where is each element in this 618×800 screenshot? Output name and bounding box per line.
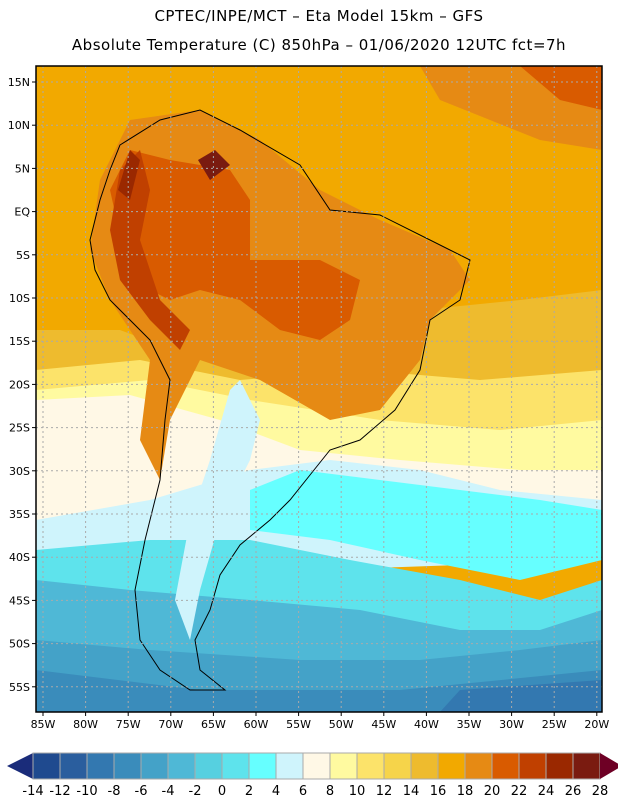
field-blue4 [440,680,602,712]
colorbar-label: 18 [457,784,474,799]
lon-label: 85W [31,718,56,731]
colorbar-label: -10 [76,784,97,799]
lat-label: 30S [9,465,30,478]
colorbar-swatch [248,752,277,780]
lon-label: 50W [329,718,354,731]
lat-label: 35S [9,508,30,521]
colorbar-label: -6 [135,784,148,799]
lon-label: 70W [158,718,183,731]
colorbar-label: 20 [484,784,501,799]
lon-label: 45W [371,718,396,731]
lon-label: 80W [73,718,98,731]
colorbar-label: -14 [22,784,43,799]
colorbar-label: 10 [349,784,366,799]
map-field [36,66,602,712]
colorbar-over-arrow [600,753,618,779]
lon-axis: 85W 80W 75W 70W 65W 60W 55W 50W 45W 40W 35W 30W 25W 2… [31,712,609,731]
lat-label: 40S [9,551,30,564]
lon-label: 40W [414,718,439,731]
colorbar-swatch [113,752,142,780]
colorbar-label: 0 [218,784,226,799]
lat-axis: 15N 10N 5N EQ 5S 10S 15S 20S 25S 30S 35S 40S 45S 50S 5… [8,76,36,694]
colorbar-swatch [167,752,196,780]
lat-label: 5S [16,249,30,262]
colorbar-swatch [545,752,574,780]
lon-label: 35W [457,718,482,731]
lat-label: 25S [9,422,30,435]
colorbar-label: -8 [108,784,121,799]
colorbar-swatch [383,752,412,780]
colorbar-swatch [356,752,385,780]
colorbar-swatch [572,752,601,780]
colorbar-swatch [140,752,169,780]
land-peak1 [118,150,140,200]
lon-label: 25W [542,718,567,731]
colorbar-label: 28 [592,784,609,799]
colorbar-label: 12 [376,784,393,799]
colorbar-swatch [491,752,520,780]
map-frame [35,65,603,713]
lat-label: 10S [9,292,30,305]
colorbar-label: 8 [326,784,334,799]
land-hot [110,150,360,340]
colorbar-label: 6 [299,784,307,799]
colorbar-label: 4 [272,784,280,799]
lat-label: 5N [15,162,30,175]
colorbar-swatch [59,752,88,780]
colorbar-swatch [410,752,439,780]
lat-label: 10N [8,119,30,132]
colorbar-swatch [302,752,331,780]
colorbar-swatch [221,752,250,780]
colorbar: -14 -12 -10 -8 -6 -4 -2 0 2 4 6 8 10 12 14 16 18 20 22 24 26… [7,752,618,799]
colorbar-label: 24 [538,784,555,799]
colorbar-under-arrow [7,753,33,779]
lat-label: 15N [8,76,30,89]
lat-label: EQ [14,206,30,219]
lat-label: 50S [9,638,30,651]
colorbar-label: 14 [403,784,420,799]
colorbar-label: 2 [245,784,253,799]
colorbar-swatch [329,752,358,780]
field-cyan [250,470,602,580]
colorbar-swatch [518,752,547,780]
lon-label: 30W [499,718,524,731]
colorbar-swatch [194,752,223,780]
colorbar-label: -4 [162,784,175,799]
colorbar-label: 22 [511,784,528,799]
lon-label: 20W [584,718,609,731]
colorbar-swatch [32,752,61,780]
land-peak2 [198,150,230,180]
colorbar-swatch [275,752,304,780]
chart-subtitle: Absolute Temperature (C) 850hPa – 01/06/… [71,36,567,54]
colorbar-swatch [437,752,466,780]
colorbar-label: 16 [430,784,447,799]
colorbar-label: -2 [189,784,202,799]
lat-label: 20S [9,378,30,391]
lat-label: 15S [9,335,30,348]
lon-label: 60W [244,718,269,731]
colorbar-label: -12 [49,784,70,799]
colorbar-label: 26 [565,784,582,799]
south-america-outline [89,109,471,691]
lat-label: 45S [9,594,30,607]
land-south-pale [175,380,260,640]
field-hot-ne [520,66,602,110]
lon-label: 65W [201,718,226,731]
colorbar-swatch [86,752,115,780]
chart-title: CPTEC/INPE/MCT – Eta Model 15km – GFS [154,7,484,25]
grid-lines [36,66,602,712]
lat-label: 55S [9,681,30,694]
colorbar-swatch [464,752,493,780]
lon-label: 55W [286,718,311,731]
lon-label: 75W [116,718,141,731]
